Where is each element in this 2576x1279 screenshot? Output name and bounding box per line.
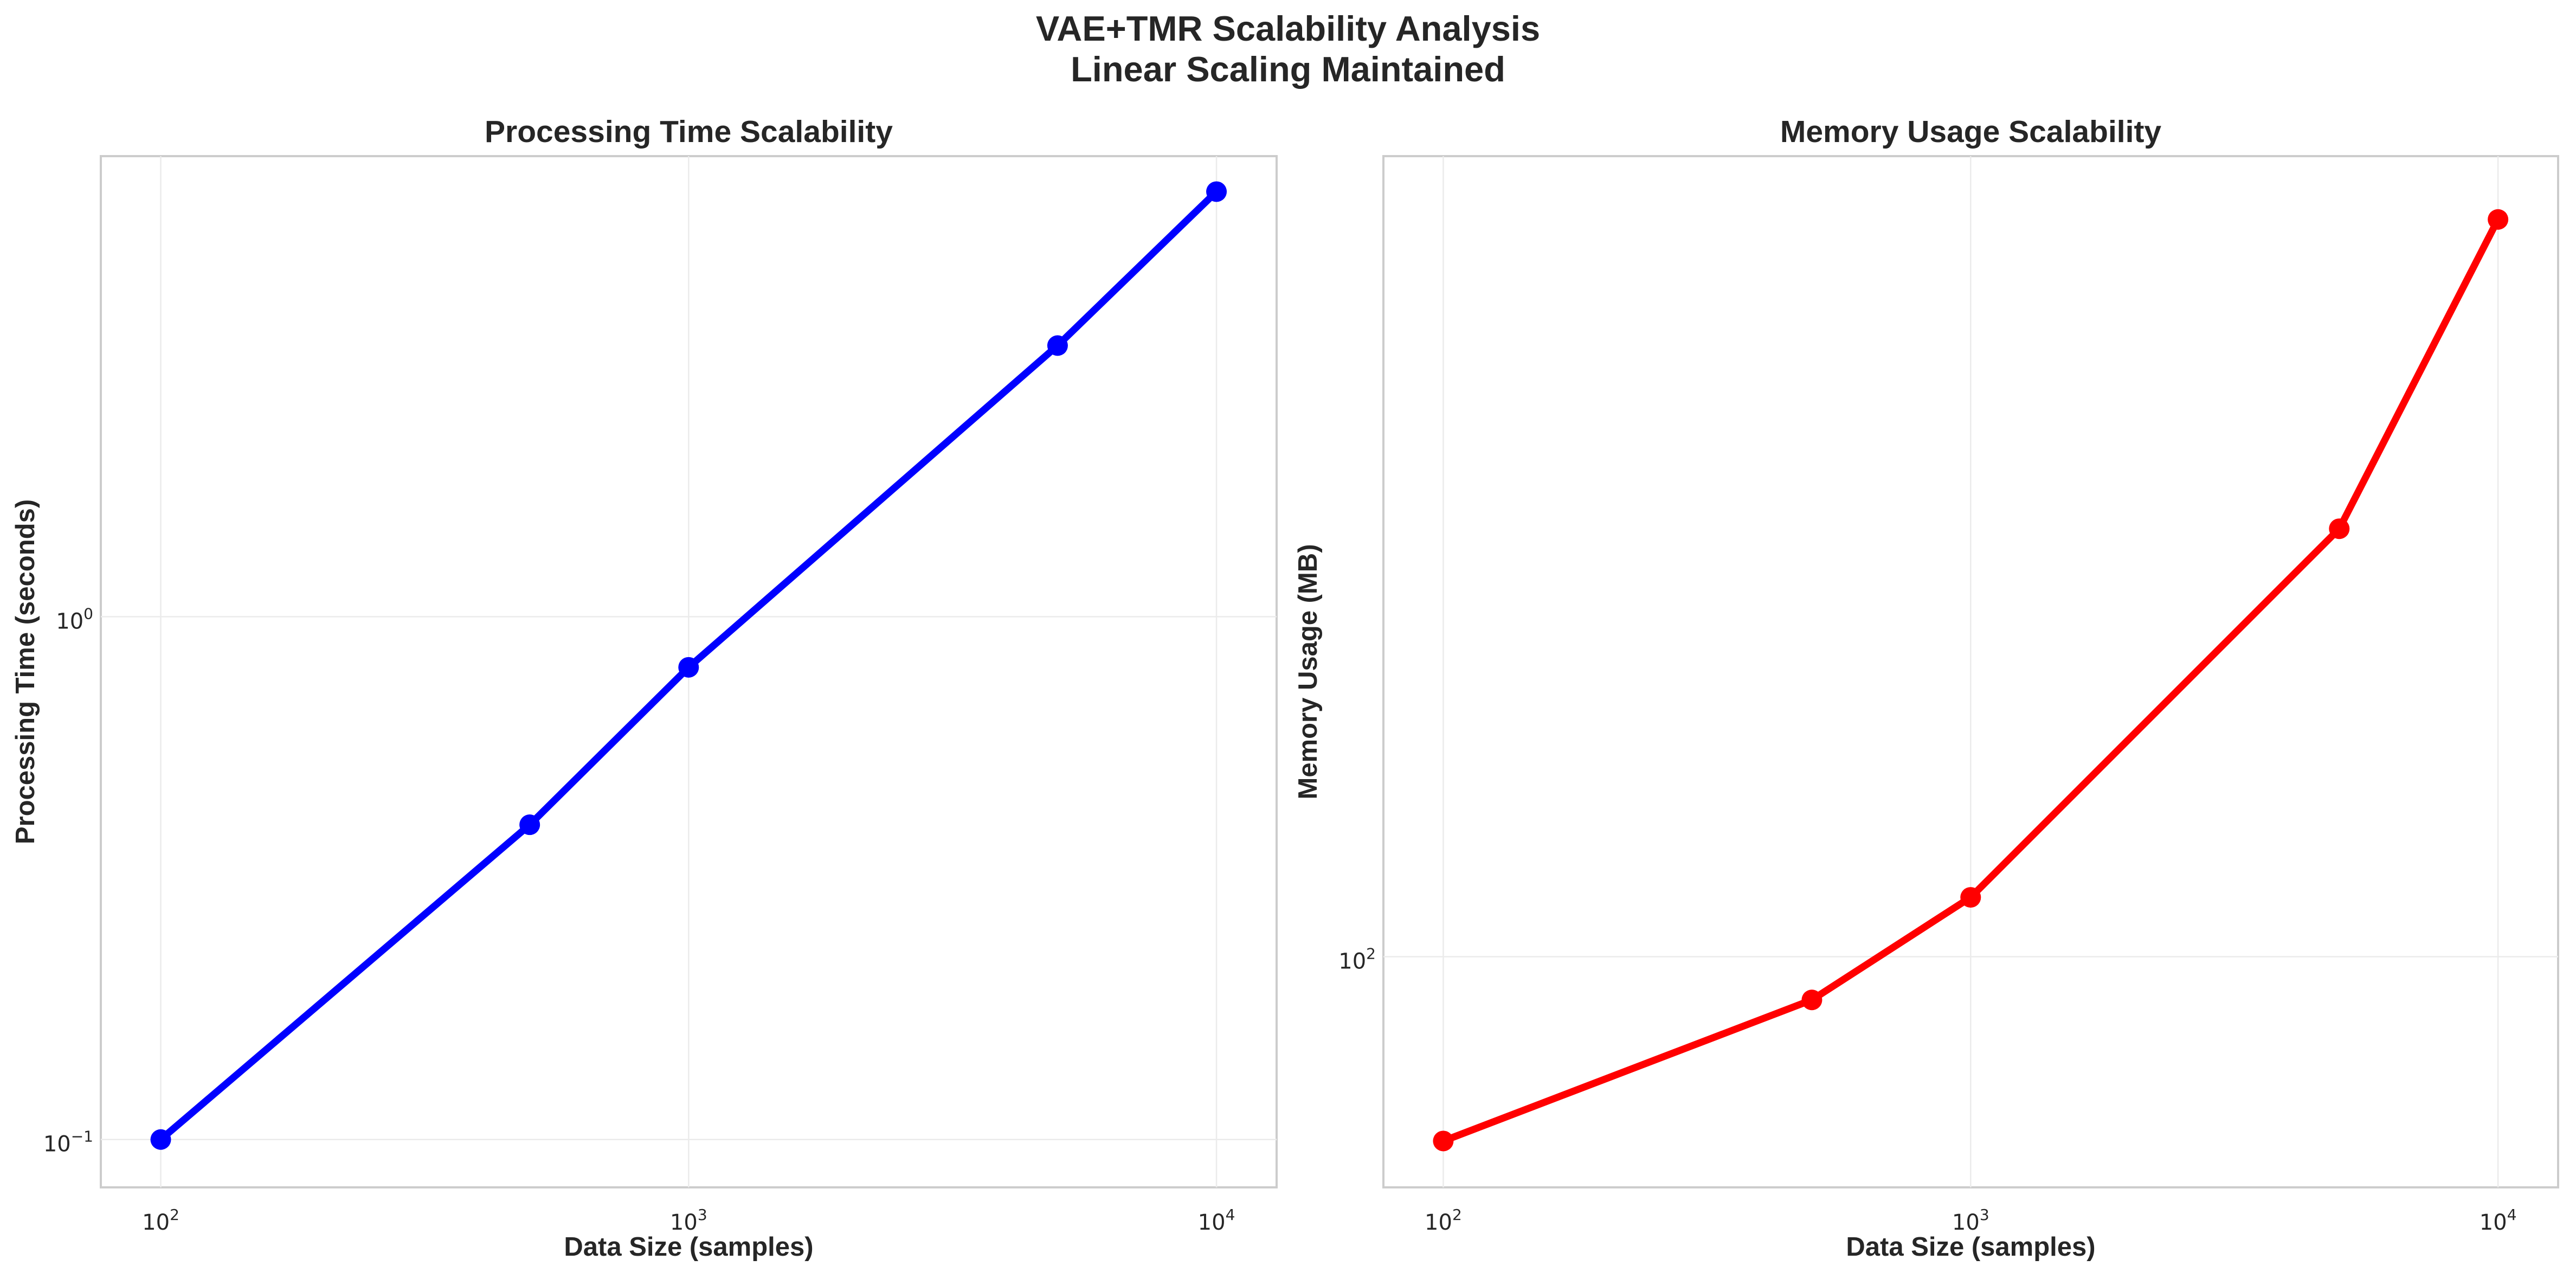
panel-title: Processing Time Scalability xyxy=(485,114,893,149)
figure-title-line2: Linear Scaling Maintained xyxy=(1071,49,1505,89)
data-point xyxy=(678,657,699,678)
x-tick-label: 102 xyxy=(142,1206,179,1235)
x-tick-label: 104 xyxy=(1198,1206,1235,1235)
data-point xyxy=(150,1129,171,1150)
x-tick-label: 103 xyxy=(1952,1206,1989,1235)
data-point xyxy=(2329,518,2350,539)
data-point xyxy=(519,814,540,835)
y-axis-label: Memory Usage (MB) xyxy=(1293,544,1323,799)
data-point xyxy=(1960,887,1981,908)
memory-usage-panel: 102 103 104 102 Memory Usage Scalability Data… xyxy=(1293,114,2559,1262)
y-tick-label: 10−1 xyxy=(43,1128,93,1157)
x-tick-label: 103 xyxy=(670,1206,707,1235)
x-axis-label: Data Size (samples) xyxy=(1846,1232,2095,1262)
x-axis-label: Data Size (samples) xyxy=(564,1232,813,1262)
data-point xyxy=(1433,1130,1454,1152)
data-point xyxy=(2488,209,2509,230)
panel-title: Memory Usage Scalability xyxy=(1780,114,2162,149)
data-point xyxy=(1206,181,1227,202)
x-tick-label: 104 xyxy=(2480,1206,2517,1235)
x-tick-label: 102 xyxy=(1425,1206,1462,1235)
figure-title-line1: VAE+TMR Scalability Analysis xyxy=(1036,9,1540,48)
data-point xyxy=(1047,335,1068,356)
y-tick-label: 100 xyxy=(56,605,93,634)
y-tick-label: 102 xyxy=(1338,945,1376,974)
y-axis-label: Processing Time (seconds) xyxy=(11,499,40,844)
processing-time-panel: 102 103 104 10−1 100 Processing Time Scalabil… xyxy=(11,114,1278,1262)
data-point xyxy=(1801,989,1822,1011)
